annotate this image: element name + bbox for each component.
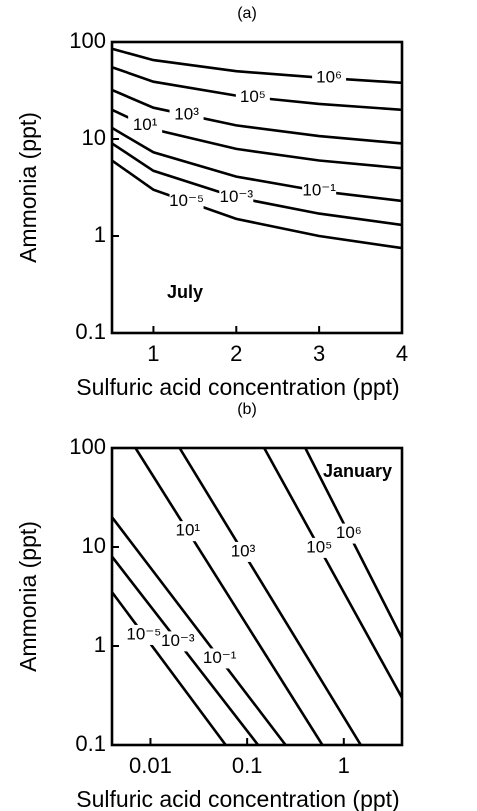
contour-label: 10⁶ <box>316 68 342 87</box>
contour-label: 10⁶ <box>336 523 362 542</box>
panel-title: (b) <box>237 401 257 418</box>
contour-label: 10⁵ <box>306 537 332 556</box>
contour-line <box>112 591 227 745</box>
contour-label-bg <box>235 87 270 108</box>
contour-label: 10⁻⁵ <box>126 624 161 643</box>
x-tick-label: 1 <box>338 753 350 778</box>
contour-label-bg <box>160 631 195 652</box>
y-tick-label: 1 <box>94 222 106 247</box>
contour-line <box>178 448 362 745</box>
contour-label: 10³ <box>231 541 256 560</box>
x-tick-label: 0.01 <box>129 753 172 778</box>
contour-label: 10⁵ <box>240 87 266 106</box>
contour-label: 10⁻⁵ <box>169 191 204 210</box>
y-tick-label: 10 <box>82 125 106 150</box>
x-axis-label: Sulfuric acid concentration (ppt) <box>76 374 399 400</box>
contour-label-bg <box>128 115 163 136</box>
contour-label-bg <box>312 68 347 89</box>
y-tick-label: 1 <box>94 632 106 657</box>
contour-line <box>112 88 402 145</box>
panel-title: (a) <box>237 5 257 22</box>
contour-line <box>112 516 287 745</box>
contour-label: 10³ <box>174 104 199 123</box>
plot-frame <box>110 40 404 335</box>
contour-label: 10¹ <box>133 115 158 134</box>
contour-label: 10⁻¹ <box>302 181 336 200</box>
x-tick-label: 1 <box>147 341 159 366</box>
y-tick-label: 100 <box>69 28 106 53</box>
contour-label-bg <box>169 191 204 212</box>
contour-label: 10¹ <box>176 521 201 540</box>
contour-label-bg <box>170 521 205 542</box>
contour-label-bg <box>169 104 204 125</box>
contour-label-bg <box>331 523 366 544</box>
x-tick-label: 3 <box>313 341 325 366</box>
x-tick-label: 4 <box>396 341 408 366</box>
contour-line <box>263 448 402 699</box>
y-axis-label: Ammonia (ppt) <box>15 521 41 672</box>
x-tick-label: 0.1 <box>232 753 263 778</box>
y-tick-label: 0.1 <box>75 731 106 756</box>
contour-label-bg <box>202 648 237 669</box>
contour-label: 10⁻³ <box>220 187 254 206</box>
contour-label: 10⁻¹ <box>203 648 237 667</box>
contour-label-bg <box>302 181 337 202</box>
plot-frame <box>110 446 404 747</box>
contour-label-bg <box>126 624 161 645</box>
annotation: January <box>323 461 392 481</box>
contour-label: 10⁻³ <box>161 631 195 650</box>
annotation: July <box>167 282 203 302</box>
y-axis-label: Ammonia (ppt) <box>15 112 41 263</box>
contour-line <box>112 47 402 85</box>
contour-line <box>112 142 402 227</box>
contour-line <box>112 126 402 203</box>
contour-line <box>112 159 402 250</box>
contour-label-bg <box>219 187 254 208</box>
contour-label-bg <box>226 541 261 562</box>
y-tick-label: 0.1 <box>75 319 106 344</box>
y-tick-label: 100 <box>69 434 106 459</box>
contour-line <box>134 448 324 745</box>
contour-label-bg <box>302 537 337 558</box>
x-axis-label: Sulfuric acid concentration (ppt) <box>76 786 399 811</box>
x-tick-label: 2 <box>230 341 242 366</box>
y-tick-label: 10 <box>82 533 106 558</box>
